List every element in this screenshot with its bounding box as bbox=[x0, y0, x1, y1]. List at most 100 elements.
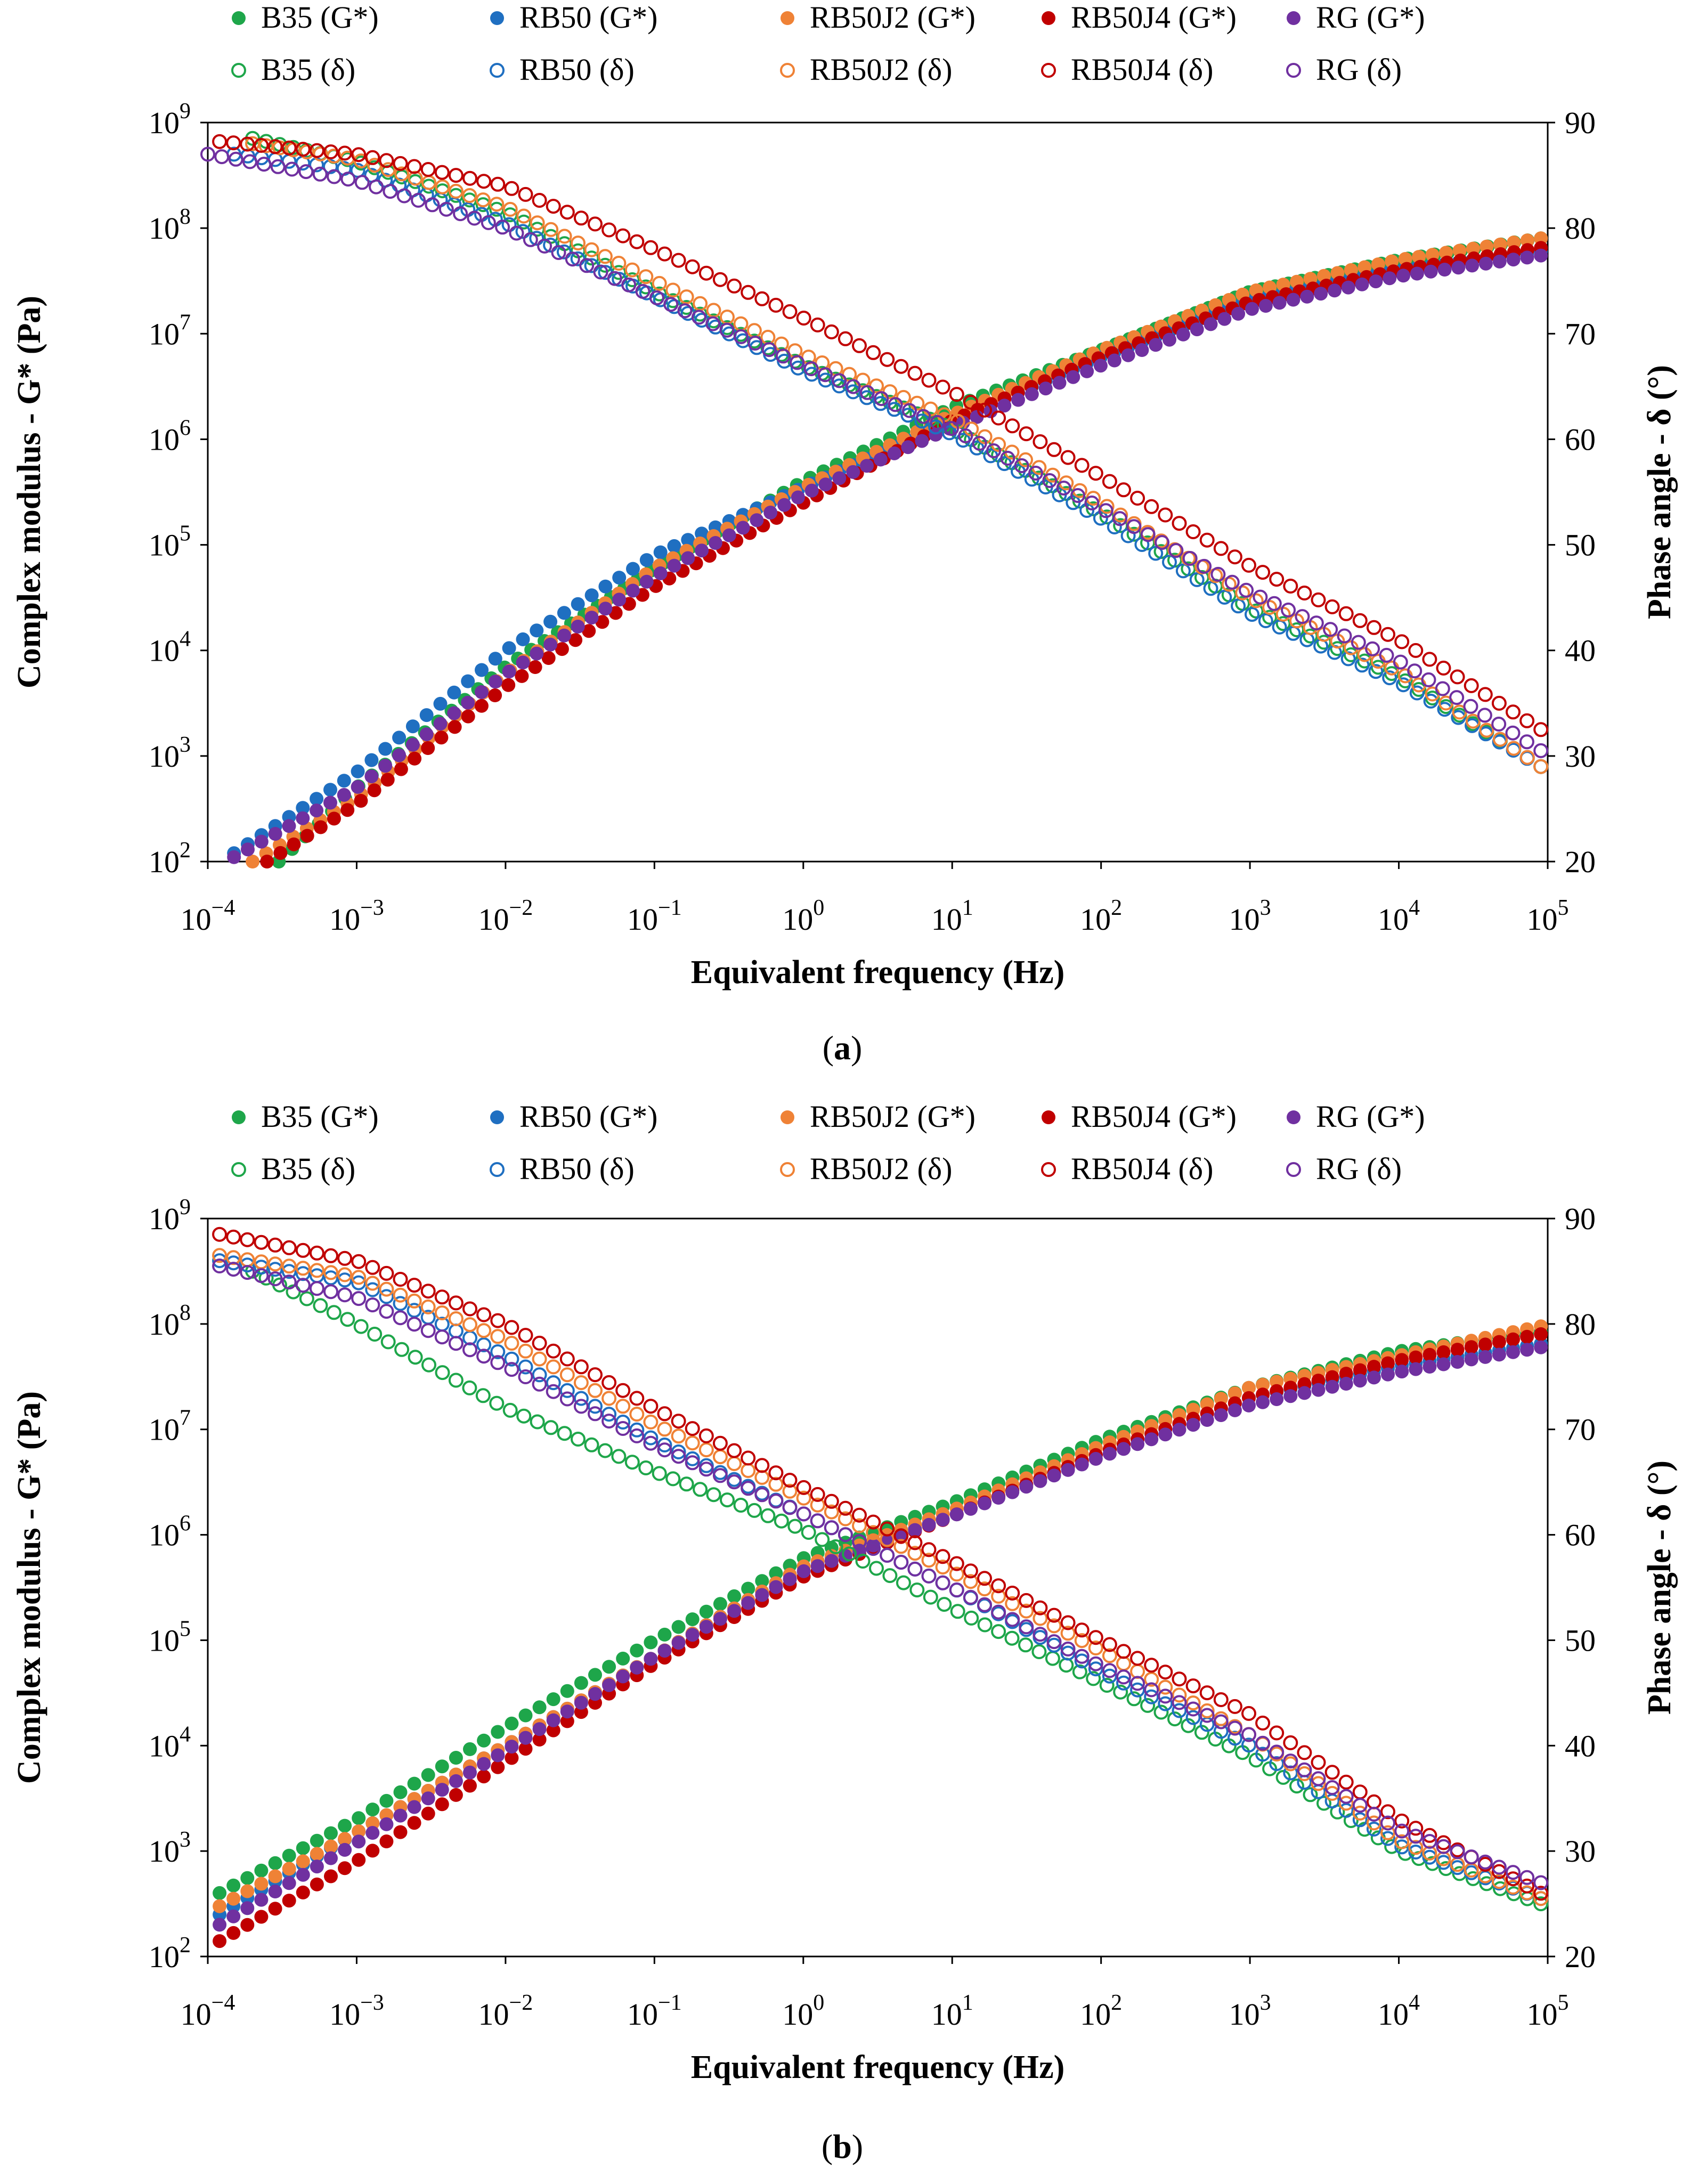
data-point bbox=[435, 1759, 449, 1774]
data-point bbox=[888, 397, 903, 412]
data-point bbox=[1079, 503, 1095, 518]
data-point bbox=[921, 372, 937, 388]
data-point bbox=[838, 1527, 853, 1542]
data-point bbox=[1380, 627, 1395, 642]
data-point bbox=[393, 1310, 408, 1326]
data-point bbox=[1450, 1343, 1465, 1357]
data-point bbox=[1423, 693, 1438, 709]
data-point bbox=[488, 688, 502, 702]
data-point bbox=[1005, 1485, 1020, 1499]
data-point bbox=[1437, 702, 1452, 717]
data-point bbox=[768, 1465, 784, 1481]
data-point bbox=[1435, 681, 1450, 696]
data-point bbox=[295, 1278, 311, 1293]
data-point bbox=[601, 1414, 617, 1429]
data-point bbox=[365, 1826, 380, 1840]
series-RB50J4-G bbox=[260, 241, 1548, 868]
data-point bbox=[340, 172, 356, 187]
data-point bbox=[1214, 1392, 1228, 1406]
data-point bbox=[1352, 1812, 1368, 1828]
data-point bbox=[1464, 678, 1479, 693]
data-point bbox=[787, 1519, 803, 1534]
legend-label: RB50 (δ) bbox=[519, 1151, 635, 1186]
data-point bbox=[477, 1769, 491, 1784]
data-point bbox=[727, 1443, 742, 1458]
data-point bbox=[557, 1426, 572, 1441]
legend-label: RB50 (G*) bbox=[519, 0, 657, 35]
data-point bbox=[502, 664, 516, 679]
data-point bbox=[907, 1561, 923, 1577]
data-point bbox=[573, 1359, 589, 1375]
data-point bbox=[937, 1597, 952, 1612]
data-point bbox=[782, 1473, 798, 1488]
data-point bbox=[379, 1281, 394, 1297]
data-point bbox=[1479, 722, 1494, 738]
data-point bbox=[1112, 511, 1127, 526]
data-point bbox=[491, 1725, 505, 1739]
data-point bbox=[1338, 1803, 1354, 1818]
data-point bbox=[546, 199, 561, 214]
data-point bbox=[880, 352, 895, 367]
data-point bbox=[588, 1383, 603, 1398]
data-point bbox=[407, 1317, 422, 1332]
data-point bbox=[559, 1351, 575, 1367]
data-point bbox=[1410, 266, 1424, 281]
data-point bbox=[699, 1620, 713, 1634]
data-point bbox=[1289, 622, 1304, 637]
data-point bbox=[434, 165, 450, 180]
x-tick-label: 100 bbox=[782, 1991, 824, 2032]
data-point bbox=[1381, 1356, 1395, 1370]
data-point bbox=[1231, 306, 1246, 321]
data-point bbox=[935, 1575, 950, 1590]
data-point bbox=[720, 1492, 735, 1508]
data-point bbox=[1227, 1720, 1242, 1736]
data-point bbox=[1353, 1363, 1367, 1377]
data-point bbox=[782, 304, 798, 319]
data-point bbox=[1098, 503, 1113, 518]
data-point bbox=[323, 1284, 338, 1300]
data-point bbox=[746, 1503, 762, 1518]
data-point bbox=[352, 1811, 366, 1825]
data-point bbox=[616, 1669, 630, 1684]
data-point bbox=[950, 1604, 965, 1619]
data-point bbox=[476, 1307, 492, 1322]
data-point bbox=[1533, 1886, 1549, 1901]
legend-entry: RB50J2 (δ) bbox=[780, 1151, 952, 1186]
data-point bbox=[364, 753, 379, 767]
data-point bbox=[1102, 1663, 1117, 1678]
data-point bbox=[462, 171, 477, 186]
data-point bbox=[448, 183, 464, 199]
legend-marker bbox=[1042, 11, 1055, 25]
data-point bbox=[907, 366, 923, 381]
x-axis-title: Equivalent frequency (Hz) bbox=[691, 2049, 1065, 2085]
data-point bbox=[268, 1856, 282, 1870]
data-point bbox=[719, 322, 735, 338]
data-point bbox=[1450, 669, 1465, 685]
data-point bbox=[1144, 1682, 1159, 1698]
data-point bbox=[241, 842, 255, 857]
data-point bbox=[1422, 1845, 1437, 1861]
data-point bbox=[213, 1886, 227, 1900]
data-point bbox=[267, 1271, 283, 1287]
data-point bbox=[245, 136, 261, 151]
data-point bbox=[880, 1532, 895, 1547]
data-point bbox=[240, 1871, 255, 1885]
data-point bbox=[310, 803, 324, 818]
data-point bbox=[873, 452, 888, 467]
data-point bbox=[1367, 1370, 1381, 1385]
data-point bbox=[326, 1305, 342, 1320]
data-point bbox=[681, 533, 695, 547]
data-point bbox=[532, 1367, 547, 1383]
data-point bbox=[407, 1293, 422, 1309]
data-point bbox=[447, 685, 461, 700]
data-point bbox=[226, 1926, 241, 1940]
data-point bbox=[584, 588, 599, 603]
data-point bbox=[838, 1500, 853, 1516]
data-point bbox=[1506, 253, 1521, 267]
data-point bbox=[340, 803, 355, 817]
data-point bbox=[698, 1462, 714, 1477]
data-point bbox=[296, 801, 310, 815]
series-RB50-G bbox=[213, 1336, 1548, 1922]
data-point bbox=[657, 1644, 672, 1658]
data-point bbox=[1258, 299, 1273, 313]
